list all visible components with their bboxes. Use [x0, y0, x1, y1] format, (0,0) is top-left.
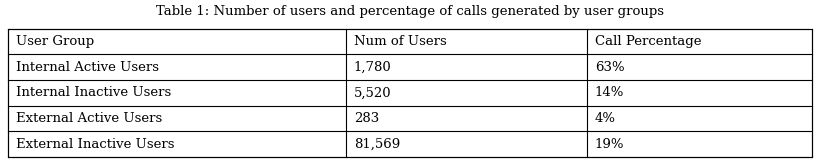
Text: External Active Users: External Active Users [16, 112, 162, 125]
Text: Internal Inactive Users: Internal Inactive Users [16, 86, 171, 99]
Text: 5,520: 5,520 [353, 86, 391, 99]
Text: Call Percentage: Call Percentage [594, 35, 700, 48]
Text: External Inactive Users: External Inactive Users [16, 137, 174, 151]
Text: 63%: 63% [594, 61, 624, 74]
Text: 14%: 14% [594, 86, 623, 99]
Text: Table 1: Number of users and percentage of calls generated by user groups: Table 1: Number of users and percentage … [156, 5, 663, 18]
Text: 19%: 19% [594, 137, 623, 151]
Text: 1,780: 1,780 [353, 61, 391, 74]
Text: 4%: 4% [594, 112, 615, 125]
Text: 81,569: 81,569 [353, 137, 400, 151]
Text: Num of Users: Num of Users [353, 35, 446, 48]
Text: 283: 283 [353, 112, 378, 125]
Text: Internal Active Users: Internal Active Users [16, 61, 159, 74]
Text: User Group: User Group [16, 35, 94, 48]
